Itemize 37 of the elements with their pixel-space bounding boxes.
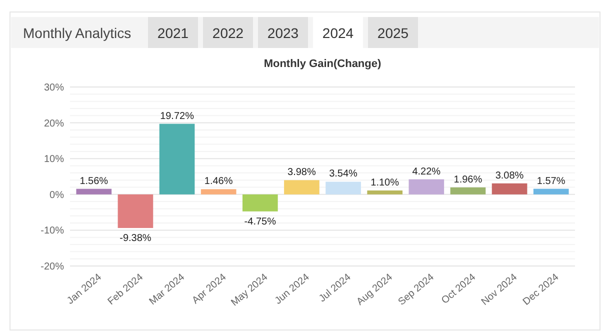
data-label: 1.56% [80,176,108,187]
bar [200,189,236,194]
data-label: 1.10% [370,177,400,188]
bar [450,187,486,194]
data-label: 1.96% [454,174,482,186]
y-tick-label: 30% [44,82,64,94]
bar [242,194,278,212]
chart-title: Monthly Gain(Change) [264,58,382,70]
text: 2021 [157,25,189,41]
text: 2022 [212,25,244,41]
y-tick-label: -10% [40,226,64,237]
bar [284,180,320,194]
bar [118,194,154,228]
y-tick-label: 20% [44,118,64,130]
data-label: 1.57% [536,176,566,187]
data-label: 4.22% [412,166,441,178]
data-label: 3.54% [329,168,358,180]
bar [533,188,569,194]
bar [408,179,444,194]
bar [367,190,403,194]
text: 2023 [267,25,299,41]
text: 2025 [377,25,409,41]
bar [492,183,528,194]
data-label: -4.75% [244,216,276,228]
text: 2024 [322,25,354,41]
bar [76,188,112,194]
y-tick-label: 10% [44,154,64,166]
data-label: -9.38% [120,232,152,244]
y-tick-label: -20% [40,262,64,272]
data-label: 3.08% [495,170,524,182]
bar [326,182,361,194]
data-label: 1.46% [204,176,233,188]
y-tick-label: 0% [50,190,64,201]
bar [159,124,195,194]
data-label: 19.72% [160,110,194,122]
text: Monthly Analytics [23,25,132,41]
data-label: 3.98% [288,167,316,178]
